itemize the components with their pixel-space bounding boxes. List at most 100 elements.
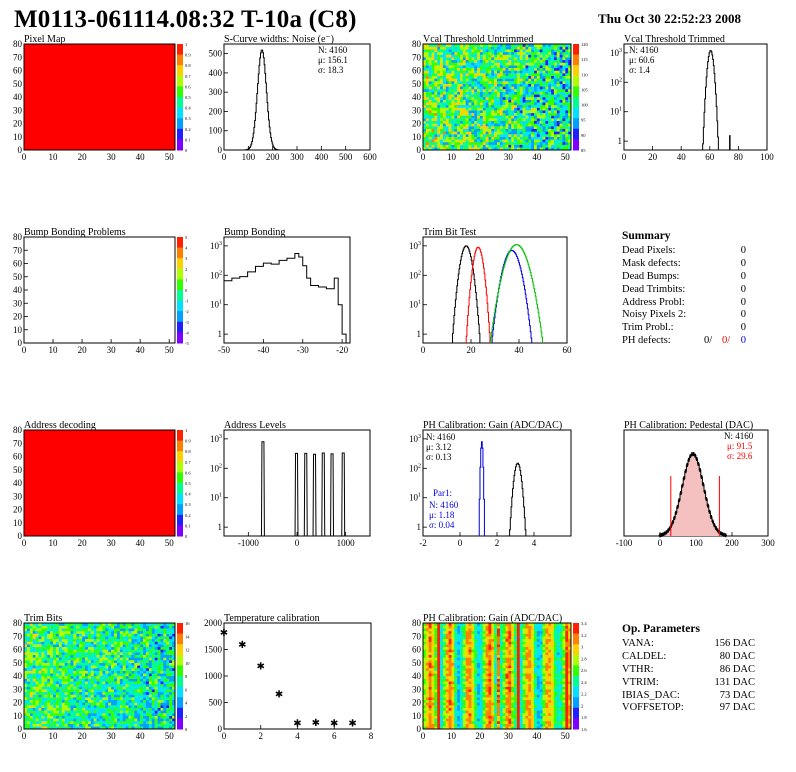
- colorbar-cell: [177, 686, 183, 690]
- heatmap-cell: [465, 144, 469, 148]
- heatmap-cell: [47, 713, 51, 716]
- y-tick-label: 10: [13, 132, 23, 142]
- colorbar-cell: [177, 530, 183, 534]
- heatmap-cell: [565, 142, 569, 145]
- heatmap-cell: [44, 710, 48, 714]
- heatmap-cell: [511, 91, 515, 95]
- heatmap-cell: [482, 62, 486, 66]
- heatmap-cell: [41, 676, 45, 679]
- heatmap-cell: [514, 102, 518, 106]
- heatmap-cell: [428, 676, 432, 679]
- heatmap-cell: [502, 51, 506, 55]
- heatmap-cell: [82, 718, 86, 722]
- heatmap-cell: [442, 107, 446, 111]
- heatmap-cell: [448, 115, 452, 119]
- heatmap-cell: [166, 715, 170, 719]
- heatmap-cell: [485, 147, 489, 151]
- heatmap-cell: [465, 94, 469, 98]
- heatmap-cell: [172, 715, 176, 719]
- heatmap-cell: [457, 46, 461, 50]
- heatmap-cell: [160, 657, 164, 661]
- heatmap-cell: [172, 623, 176, 626]
- heatmap-cell: [111, 726, 115, 730]
- heatmap-cell: [494, 89, 498, 92]
- heatmap-cell: [163, 625, 167, 629]
- colorbar-label: 0.8: [185, 63, 191, 68]
- heatmap-cell: [454, 81, 458, 84]
- heatmap-cell: [90, 718, 94, 722]
- heatmap-cell: [434, 44, 438, 47]
- heatmap-cell: [542, 89, 546, 92]
- heatmap-cell: [431, 112, 435, 116]
- heatmap-cell: [548, 102, 552, 106]
- heatmap-cell: [44, 649, 48, 653]
- heatmap-cell: [448, 70, 452, 74]
- heatmap-cell: [32, 678, 36, 682]
- heatmap-cell: [116, 689, 121, 693]
- heatmap-cell: [491, 62, 495, 66]
- heatmap-cell: [73, 636, 77, 640]
- heatmap-cell: [67, 710, 71, 714]
- heatmap-cell: [505, 83, 509, 87]
- colorbar-cell: [573, 104, 579, 109]
- heatmap-cell: [76, 702, 80, 706]
- heatmap-cell: [465, 51, 469, 55]
- heatmap-cell: [105, 694, 109, 698]
- heatmap-cell: [553, 67, 557, 71]
- heatmap-cell: [140, 723, 144, 727]
- heatmap-cell: [428, 78, 432, 82]
- heatmap-cell: [76, 683, 80, 687]
- heatmap-cell: [423, 625, 427, 629]
- heatmap-cell: [53, 713, 57, 716]
- heatmap-cell: [468, 120, 472, 124]
- heatmap-cell: [87, 697, 91, 701]
- heatmap-cell: [114, 707, 118, 711]
- histogram-series: [509, 462, 527, 536]
- heatmap-cell: [511, 120, 515, 124]
- heatmap-cell: [32, 715, 36, 719]
- heatmap-cell: [44, 673, 48, 677]
- y-tick-label: 20: [13, 312, 23, 322]
- heatmap-cell: [151, 625, 155, 629]
- heatmap-cell: [145, 668, 150, 671]
- heatmap-cell: [562, 123, 566, 127]
- heatmap-cell: [536, 75, 540, 79]
- colorbar-cell: [177, 493, 183, 497]
- heatmap-cell: [140, 678, 144, 682]
- heatmap-cell: [474, 78, 478, 82]
- heatmap-cell: [96, 644, 100, 648]
- x-tick-label: 20: [475, 152, 485, 162]
- heatmap-cell: [32, 657, 36, 661]
- heatmap-cell: [148, 689, 152, 693]
- heatmap-cell: [539, 131, 543, 135]
- heatmap-cell: [505, 54, 509, 58]
- heatmap-cell: [166, 713, 170, 716]
- heatmap-cell: [440, 128, 444, 132]
- heatmap-cell: [568, 147, 572, 151]
- heatmap-cell: [448, 65, 452, 69]
- heatmap-cell: [163, 715, 167, 719]
- heatmap-cell: [425, 673, 429, 677]
- heatmap-cell: [565, 107, 569, 111]
- heatmap-cell: [545, 67, 549, 71]
- heatmap-cell: [108, 646, 112, 650]
- heatmap-cell: [35, 721, 39, 724]
- colorbar-cell: [573, 107, 579, 111]
- heatmap-cell: [67, 665, 71, 669]
- heatmap-cell: [111, 652, 115, 655]
- heatmap-cell: [131, 710, 135, 714]
- heatmap-cell: [93, 668, 97, 671]
- heatmap-cell: [448, 67, 452, 71]
- heatmap-cell: [442, 147, 446, 151]
- heatmap-cell: [160, 670, 164, 674]
- heatmap-cell: [145, 715, 150, 719]
- heatmap-cell: [425, 54, 429, 58]
- y-tick-label: 50: [13, 79, 23, 89]
- heatmap-cell: [542, 62, 546, 66]
- heatmap-cell: [445, 134, 449, 137]
- heatmap-cell: [477, 46, 481, 50]
- heatmap-cell: [539, 97, 543, 100]
- heatmap-cell: [534, 118, 538, 122]
- heatmap-cell: [451, 91, 455, 95]
- heatmap-cell: [440, 54, 444, 58]
